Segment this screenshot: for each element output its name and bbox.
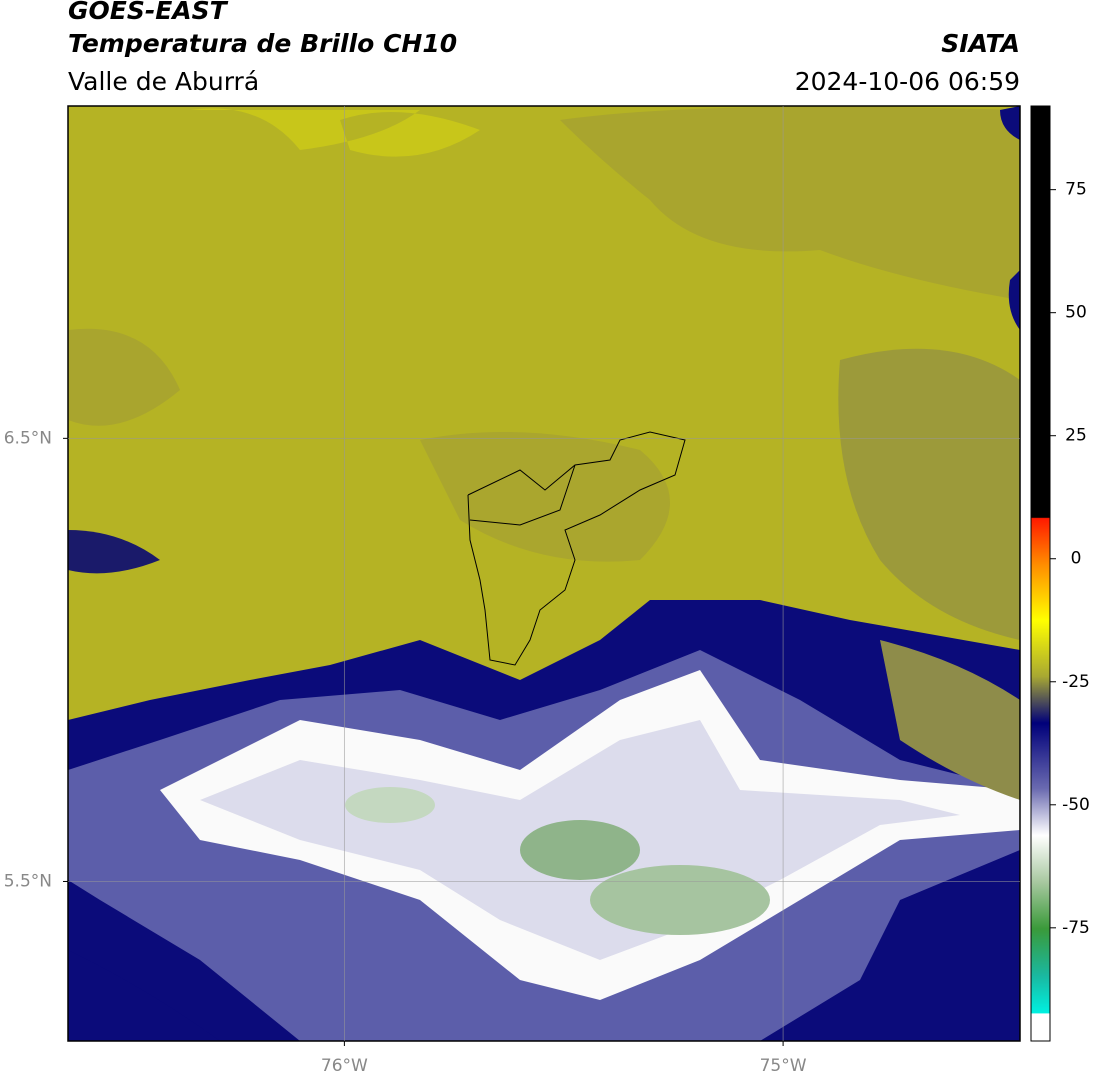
region: Valle de Aburrá xyxy=(68,67,259,96)
colorbar-tick-label: 25 xyxy=(1065,426,1087,446)
satellite: GOES-EAST xyxy=(68,0,229,25)
source: SIATA xyxy=(941,29,1020,58)
datetime: 2024-10-06 06:59 xyxy=(795,67,1020,96)
x-tick-label: 76°W xyxy=(321,1056,368,1076)
colorbar-tick-label: 0 xyxy=(1071,549,1082,569)
y-tick-label: 6.5°N xyxy=(4,428,52,448)
map-frame xyxy=(67,105,1021,1042)
colorbar-tick-label: -25 xyxy=(1062,672,1090,692)
y-tick-label: 5.5°N xyxy=(4,871,52,891)
colorbar-tick-label: -50 xyxy=(1062,795,1090,815)
colorbar xyxy=(1030,105,1051,1042)
satellite-image xyxy=(68,106,1020,1041)
x-tick-label: 75°W xyxy=(760,1056,807,1076)
colorbar-tick-label: 50 xyxy=(1065,303,1087,323)
colorbar-tick-label: -75 xyxy=(1062,918,1090,938)
product: Temperatura de Brillo CH10 xyxy=(68,29,457,58)
colorbar-tick-label: 75 xyxy=(1065,180,1087,200)
